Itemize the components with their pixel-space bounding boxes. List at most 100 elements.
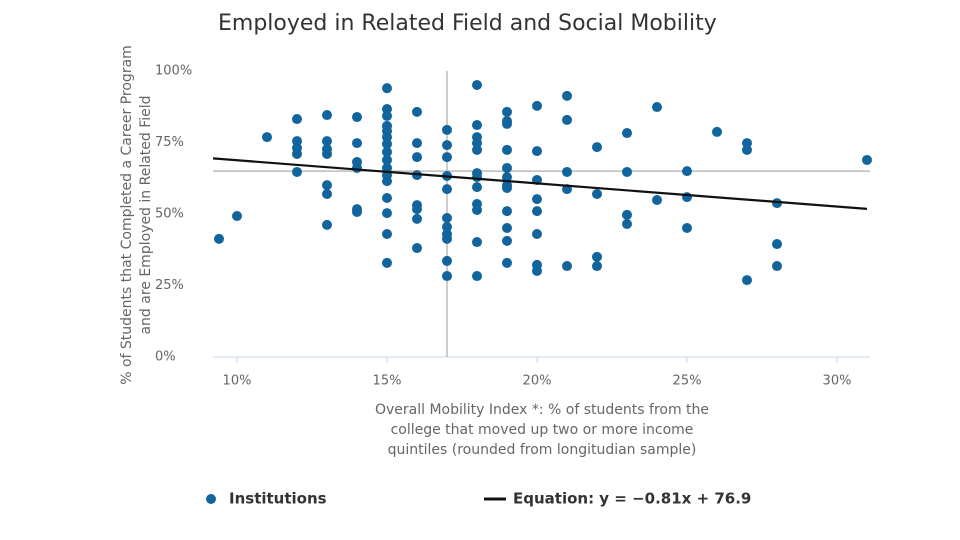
data-point [622, 128, 632, 139]
x-axis-label-line: quintiles (rounded from longitudian samp… [388, 442, 697, 458]
data-point [412, 152, 422, 163]
data-point [502, 106, 512, 117]
data-point [772, 261, 782, 272]
data-point [382, 138, 392, 149]
data-point [502, 257, 512, 268]
data-point [322, 180, 332, 191]
x-tick-label: 15% [373, 374, 402, 389]
data-point [382, 104, 392, 115]
y-tick-label: 100% [155, 64, 192, 79]
y-axis-label-line: and are Employed in Related Field [138, 95, 154, 334]
data-point [322, 219, 332, 230]
data-point [262, 132, 272, 143]
data-point [472, 80, 482, 91]
data-point [472, 120, 482, 131]
data-point [502, 144, 512, 155]
data-point [382, 110, 392, 121]
legend-label: Equation: y = −0.81x + 76.9 [513, 490, 751, 508]
data-point [442, 152, 452, 163]
data-point [292, 136, 302, 147]
data-point [382, 162, 392, 173]
data-point [382, 132, 392, 143]
data-point [742, 138, 752, 149]
data-point [412, 106, 422, 117]
data-point [592, 261, 602, 272]
data-point [502, 182, 512, 193]
x-axis-label: Overall Mobility Index *: % of students … [375, 402, 709, 458]
legend-label: Institutions [229, 490, 327, 508]
chart-title: Employed in Related Field and Social Mob… [218, 11, 717, 36]
data-point [214, 233, 224, 244]
data-point [772, 198, 782, 209]
data-point [652, 102, 662, 113]
data-point [382, 208, 392, 219]
data-point [532, 146, 542, 157]
data-point [532, 194, 542, 205]
x-tick-label: 25% [673, 374, 702, 389]
data-point [472, 144, 482, 155]
y-tick-label: 25% [155, 278, 184, 293]
data-point [622, 219, 632, 230]
data-point [682, 223, 692, 234]
data-point [412, 204, 422, 215]
data-point [442, 271, 452, 282]
data-point [382, 154, 392, 165]
data-point [652, 194, 662, 205]
data-point [322, 148, 332, 159]
data-point [292, 114, 302, 125]
data-point [472, 204, 482, 215]
data-point [502, 235, 512, 246]
data-point [412, 243, 422, 254]
data-point [442, 184, 452, 195]
data-point [382, 176, 392, 187]
data-point [382, 229, 392, 240]
data-point [322, 188, 332, 199]
data-point [622, 166, 632, 177]
data-point [532, 100, 542, 111]
data-point [412, 138, 422, 149]
data-point [532, 229, 542, 240]
data-point [502, 223, 512, 234]
data-point [712, 126, 722, 137]
data-point [742, 275, 752, 286]
data-point [382, 146, 392, 157]
data-point [442, 213, 452, 224]
x-tick-label: 10% [223, 374, 252, 389]
data-point [382, 257, 392, 268]
data-point [562, 261, 572, 272]
data-point [592, 251, 602, 262]
data-point [472, 172, 482, 183]
data-point [442, 221, 452, 232]
data-point [502, 172, 512, 183]
data-point [502, 206, 512, 217]
data-point [442, 233, 452, 244]
data-point [322, 136, 332, 147]
data-point [532, 265, 542, 276]
data-point [472, 237, 482, 248]
x-tick-label: 30% [823, 374, 852, 389]
data-point [442, 255, 452, 266]
data-point [592, 188, 602, 199]
data-point [562, 166, 572, 177]
data-point [472, 182, 482, 193]
x-axis-label-line: college that moved up two or more income [391, 422, 694, 438]
x-tick-label: 20% [523, 374, 552, 389]
data-point [682, 166, 692, 177]
y-tick-label: 0% [155, 350, 176, 365]
data-point [352, 162, 362, 173]
data-point [472, 138, 482, 149]
data-point [532, 206, 542, 217]
data-point [562, 90, 572, 101]
data-point [502, 162, 512, 173]
data-point [352, 206, 362, 217]
data-point [382, 83, 392, 94]
legend-symbol [206, 494, 216, 504]
x-axis-label-line: Overall Mobility Index *: % of students … [375, 402, 709, 418]
y-axis-label-line: % of Students that Completed a Career Pr… [119, 45, 135, 385]
y-axis-label: % of Students that Completed a Career Pr… [119, 45, 154, 385]
data-point [292, 166, 302, 177]
data-point [352, 112, 362, 123]
data-point [592, 142, 602, 153]
